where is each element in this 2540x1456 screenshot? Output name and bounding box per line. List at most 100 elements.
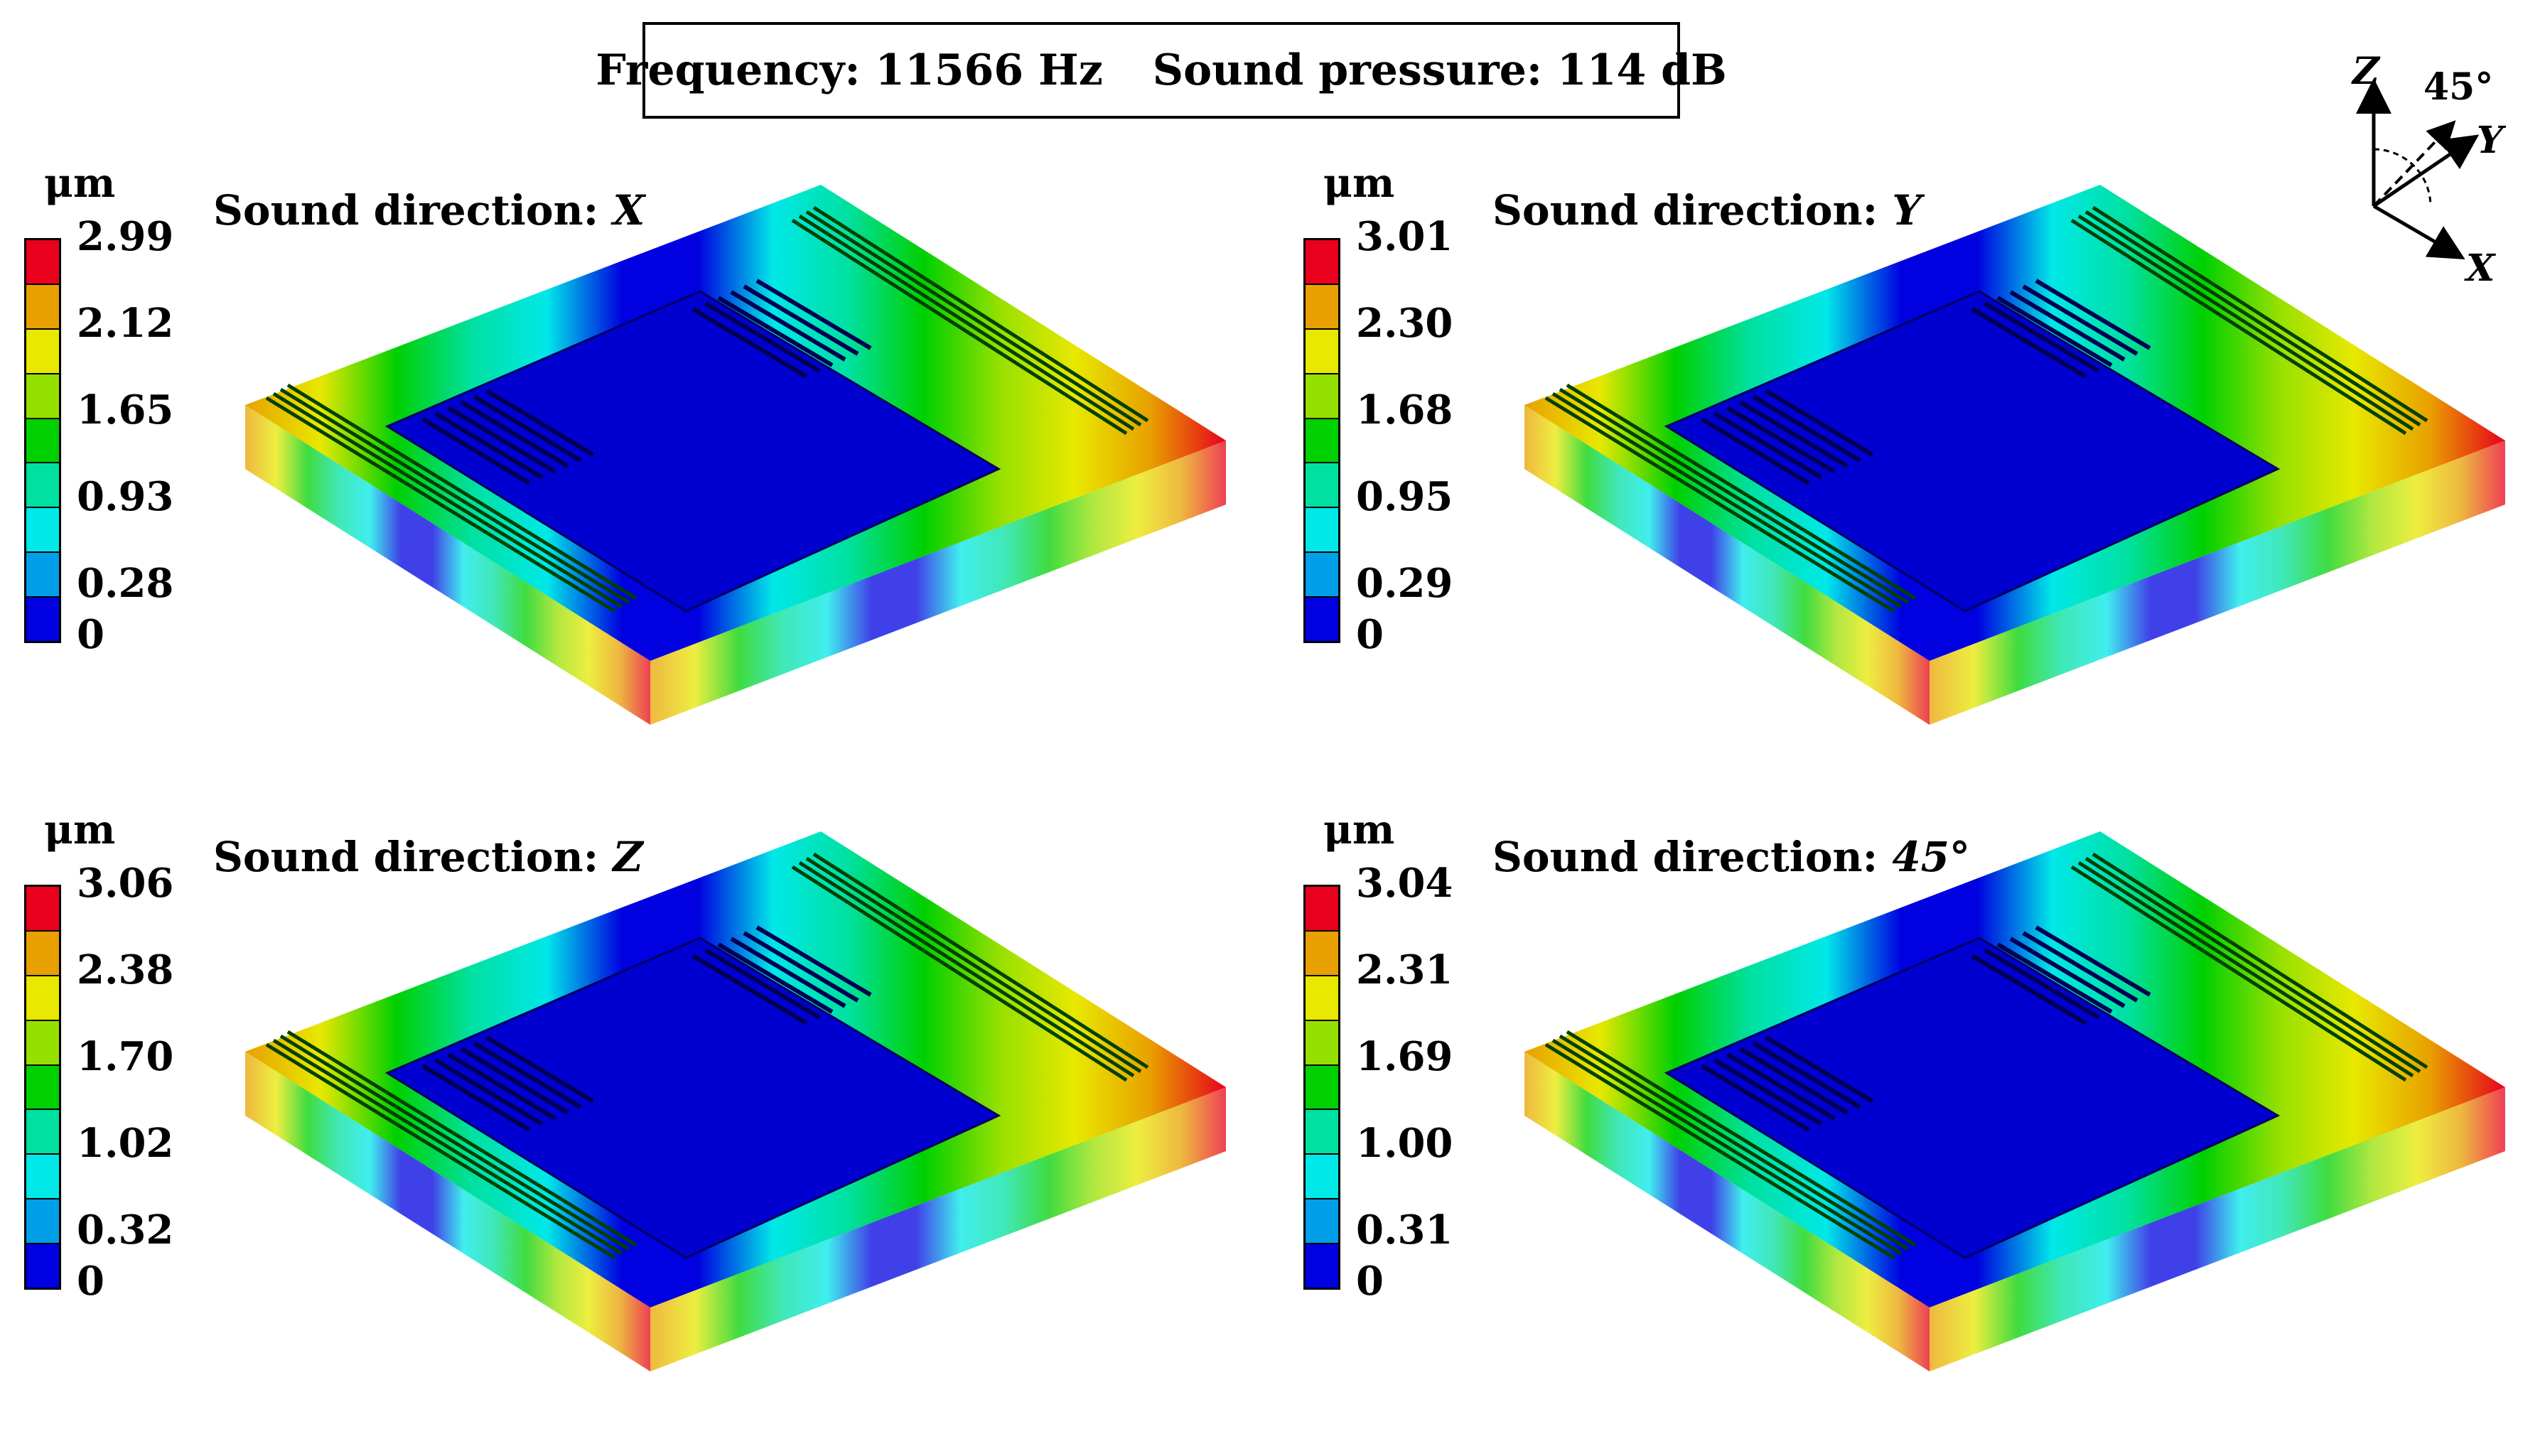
- spring-beam: [798, 861, 1135, 1078]
- slab-front-face: [245, 1052, 650, 1371]
- panel-title-prefix: Sound direction:: [213, 186, 613, 234]
- legend-tick-label: 3.04: [1356, 860, 1453, 907]
- proof-mass: [384, 290, 1001, 613]
- legend-color-bar: [1303, 238, 1340, 643]
- comb-finger: [447, 1052, 556, 1121]
- legend-swatch: [26, 374, 59, 419]
- legend-tick-label: 2.99: [77, 213, 174, 260]
- legend-color-bar: [24, 885, 61, 1290]
- legend-swatch: [26, 1244, 59, 1288]
- legend-unit-label: μm: [44, 807, 116, 853]
- proof-mass: [384, 937, 1001, 1259]
- panel-title: Sound direction: X: [213, 186, 645, 234]
- legend-swatch: [1306, 1199, 1338, 1245]
- spring-beam: [2077, 861, 2414, 1078]
- slab-right-face: [1930, 1087, 2505, 1371]
- axis-triad: Z 45° Y X: [2351, 50, 2507, 284]
- spring-beam: [279, 387, 630, 605]
- spring-beam: [791, 865, 1128, 1082]
- comb-finger: [473, 1041, 582, 1109]
- comb-finger: [755, 279, 872, 350]
- comb-finger: [691, 954, 808, 1025]
- panel-title: Sound direction: Z: [213, 833, 643, 881]
- spring-beam: [1566, 383, 1917, 600]
- comb-finger: [434, 1058, 544, 1126]
- spring-beam: [798, 214, 1135, 431]
- spring-beam: [1544, 396, 1895, 613]
- comb-finger: [1701, 1064, 1810, 1132]
- legend-swatch: [1306, 976, 1338, 1021]
- axis-x-line: [2372, 204, 2465, 260]
- comb-finger: [2009, 937, 2126, 1008]
- comb-finger: [1713, 411, 1823, 480]
- displacement-render: [1524, 185, 2519, 756]
- legend-swatch: [26, 976, 59, 1021]
- comb-finger: [1752, 394, 1861, 463]
- comb-finger: [1752, 1041, 1861, 1109]
- angle-arc: [2373, 148, 2432, 207]
- comb-finger: [691, 307, 808, 379]
- comb-finger: [421, 417, 531, 485]
- comb-finger: [460, 1047, 569, 1115]
- legend-swatch: [1306, 463, 1338, 509]
- proof-mass: [1664, 290, 2281, 613]
- slab-front-face: [245, 405, 650, 725]
- legend-tick-label: 0: [1356, 611, 1384, 658]
- legend-swatch: [26, 284, 59, 330]
- legend-tick-label: 0.31: [1356, 1207, 1453, 1253]
- spring-beam: [791, 218, 1128, 436]
- panel-title-prefix: Sound direction:: [1492, 833, 1893, 881]
- legend-tick-label: 1.00: [1356, 1120, 1453, 1167]
- comb-finger: [421, 1064, 531, 1132]
- legend-swatch: [1306, 374, 1338, 419]
- legend-tick-label: 3.01: [1356, 213, 1453, 260]
- legend-swatch: [26, 1020, 59, 1066]
- spring-beam: [812, 852, 1149, 1069]
- legend-tick-label: 1.65: [77, 387, 174, 433]
- slab-right-face: [650, 1087, 1226, 1371]
- spring-beam: [2084, 210, 2421, 427]
- legend-swatch: [1306, 329, 1338, 374]
- comb-finger: [1765, 389, 1874, 457]
- spring-beam: [1566, 1030, 1917, 1247]
- legend-color-bar: [1303, 885, 1340, 1290]
- slab-front-face: [1524, 1052, 1930, 1371]
- slab-right-face: [1930, 441, 2505, 725]
- comb-finger: [743, 931, 859, 1003]
- color-legend: 2.99 2.12 1.65 0.93 0.28 0: [24, 217, 173, 654]
- header-box: Frequency: 11566 Hz Sound pressure: 114 …: [596, 22, 1727, 119]
- legend-swatch: [1306, 1020, 1338, 1066]
- comb-finger: [1984, 301, 2100, 373]
- axis-z-label: Z: [2351, 50, 2381, 93]
- legend-tick-label: 0: [77, 1258, 104, 1305]
- legend-swatch: [1306, 508, 1338, 554]
- comb-finger: [2022, 284, 2138, 356]
- legend-tick-label: 1.68: [1356, 387, 1453, 433]
- legend-swatch: [1306, 1065, 1338, 1111]
- frequency-label: Frequency: 11566 Hz: [596, 45, 1103, 95]
- legend-swatch: [1306, 284, 1338, 330]
- spring-beam: [279, 1034, 630, 1251]
- spring-beam: [1559, 1034, 1910, 1251]
- legend-tick-label: 0.29: [1356, 560, 1453, 607]
- comb-finger: [1701, 417, 1810, 485]
- legend-tick-label: 1.70: [77, 1033, 174, 1080]
- comb-finger: [1996, 942, 2113, 1014]
- legend-swatch: [26, 1110, 59, 1155]
- spring-beam: [1544, 1042, 1895, 1260]
- legend-tick-label: 2.31: [1356, 947, 1453, 993]
- comb-finger: [704, 301, 821, 373]
- comb-finger: [755, 925, 872, 997]
- legend-swatch: [1306, 1110, 1338, 1155]
- legend-swatch: [26, 1199, 59, 1245]
- axis-angle-label: 45°: [2423, 65, 2493, 109]
- legend-tick-label: 2.30: [1356, 300, 1453, 347]
- legend-tick-label: 0: [77, 611, 104, 658]
- color-legend: 3.01 2.30 1.68 0.95 0.29 0: [1303, 217, 1453, 654]
- comb-finger: [2022, 931, 2138, 1003]
- comb-finger: [2009, 290, 2126, 362]
- legend-swatch: [26, 329, 59, 374]
- spring-beam: [286, 1030, 637, 1247]
- legend-swatch: [1306, 553, 1338, 598]
- comb-finger: [1739, 400, 1849, 468]
